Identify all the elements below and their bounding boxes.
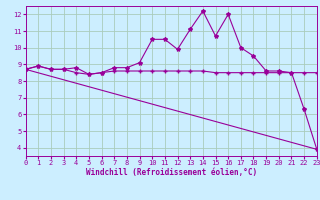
X-axis label: Windchill (Refroidissement éolien,°C): Windchill (Refroidissement éolien,°C) [86,168,257,177]
